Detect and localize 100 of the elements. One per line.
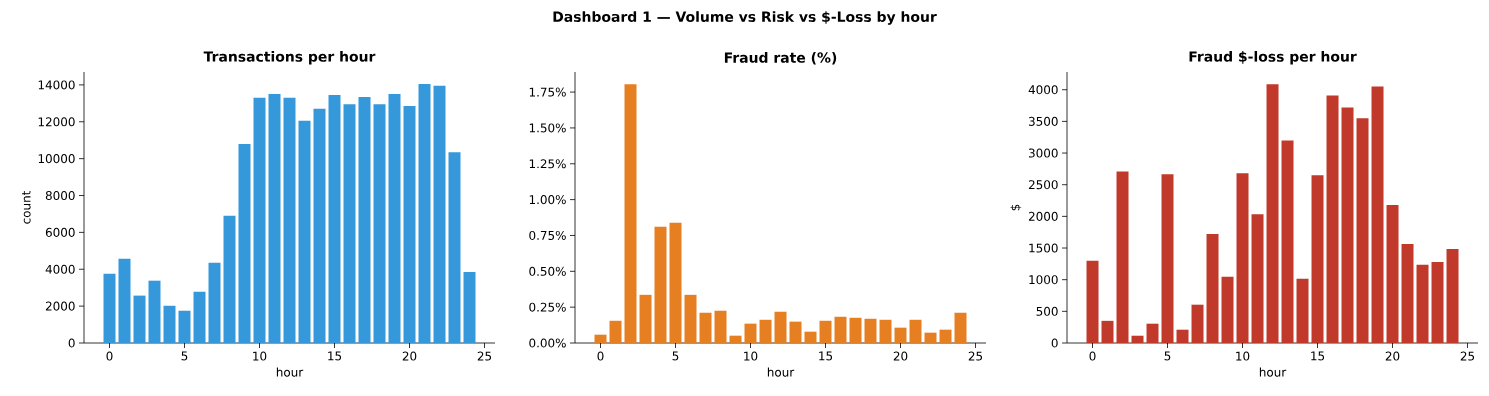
- bar: [954, 312, 967, 343]
- x-axis-title: hour: [1259, 367, 1287, 377]
- x-tick-label: 10: [1236, 351, 1250, 361]
- bar: [433, 85, 446, 343]
- y-tick-label: 3000: [1028, 148, 1058, 158]
- bar: [133, 295, 146, 343]
- y-tick-label: 3500: [1028, 116, 1058, 126]
- bar: [283, 97, 296, 343]
- bar: [163, 305, 176, 343]
- bar: [358, 96, 371, 343]
- bar: [313, 108, 326, 343]
- bar: [1326, 95, 1339, 343]
- text: Dashboard 1 — Volume vs Risk vs $-Loss by hour: [553, 11, 937, 25]
- bar: [1416, 264, 1429, 343]
- bar: [609, 320, 622, 343]
- x-tick-label: 0: [106, 351, 113, 361]
- bar: [759, 319, 772, 343]
- bar: [654, 226, 667, 343]
- bar: [418, 83, 431, 343]
- x-tick-label: 20: [893, 351, 908, 361]
- bar: [819, 320, 832, 343]
- bar: [939, 329, 952, 343]
- y-tick-label: 1.75%: [529, 87, 566, 97]
- bar: [1086, 260, 1099, 343]
- x-tick-label: 20: [1385, 351, 1400, 361]
- y-tick-label: 1.25%: [529, 159, 566, 169]
- y-axis-title: count: [22, 190, 31, 224]
- bar: [223, 215, 236, 343]
- x-tick-label: 25: [1460, 351, 1475, 361]
- bar: [373, 104, 386, 343]
- chart-title: Fraud $-loss per hour: [1189, 51, 1357, 65]
- x-tick-label: 25: [477, 351, 492, 361]
- bar: [268, 94, 281, 343]
- bar: [669, 222, 682, 343]
- bar: [253, 97, 266, 343]
- y-tick-label: 0.50%: [529, 266, 566, 276]
- bar: [448, 152, 461, 343]
- bar: [1251, 214, 1264, 343]
- bar: [1296, 278, 1309, 343]
- bar: [624, 84, 637, 343]
- y-tick-label: 0: [1051, 338, 1058, 348]
- y-tick-label: 1500: [1029, 243, 1058, 253]
- bar: [1341, 107, 1354, 343]
- chart-title: Fraud rate (%): [724, 52, 837, 65]
- bar: [789, 321, 802, 343]
- y-tick-label: 10000: [38, 154, 75, 164]
- bar: [1386, 204, 1399, 343]
- bar: [804, 331, 817, 343]
- bar: [774, 311, 787, 343]
- bar: [463, 272, 476, 343]
- bar: [639, 294, 652, 343]
- y-tick-label: 14000: [38, 80, 75, 90]
- y-tick-label: 1.50%: [529, 123, 566, 133]
- y-tick-label: 8000: [45, 190, 75, 201]
- bar: [298, 120, 311, 343]
- bar: [924, 332, 937, 343]
- y-tick-label: 0.25%: [529, 302, 566, 312]
- x-tick-label: 0: [1089, 351, 1096, 361]
- bar: [1116, 171, 1129, 343]
- x-tick-label: 15: [819, 351, 833, 361]
- x-axis-title: hour: [276, 367, 304, 377]
- x-tick-label: 0: [597, 351, 604, 361]
- x-tick-label: 15: [1311, 351, 1325, 361]
- bar: [388, 94, 401, 343]
- bar: [714, 310, 727, 343]
- bar: [1311, 175, 1324, 343]
- bar: [1431, 261, 1444, 343]
- x-tick-label: 10: [744, 351, 758, 361]
- bar: [403, 106, 416, 343]
- bar: [1191, 304, 1204, 343]
- bar: [1236, 173, 1249, 343]
- bar: [1131, 335, 1144, 343]
- x-tick-label: 5: [181, 351, 188, 361]
- bar: [238, 143, 251, 343]
- y-tick-label: 1000: [1029, 275, 1058, 285]
- y-tick-label: 6000: [45, 227, 75, 237]
- bar: [1101, 320, 1114, 343]
- bar: [1401, 243, 1414, 343]
- bar: [834, 316, 847, 343]
- bar: [879, 319, 892, 343]
- bar: [1161, 174, 1174, 343]
- bar: [178, 310, 191, 343]
- bar: [1221, 276, 1234, 343]
- bar: [1356, 118, 1369, 343]
- bar: [894, 327, 907, 343]
- y-tick-label: 1.00%: [529, 195, 566, 205]
- bar: [148, 280, 161, 343]
- bar: [909, 319, 922, 343]
- bar: [328, 95, 341, 343]
- y-tick-label: 4000: [45, 264, 75, 274]
- x-tick-label: 5: [1164, 351, 1171, 361]
- bar: [1206, 234, 1219, 343]
- y-tick-label: 0.00%: [529, 338, 566, 348]
- bar: [1176, 329, 1189, 343]
- x-axis-title: hour: [767, 367, 795, 377]
- y-tick-label: 2500: [1028, 180, 1058, 190]
- bar: [118, 258, 131, 343]
- x-tick-label: 25: [968, 351, 983, 361]
- bar: [1266, 84, 1279, 343]
- x-tick-label: 20: [402, 351, 417, 361]
